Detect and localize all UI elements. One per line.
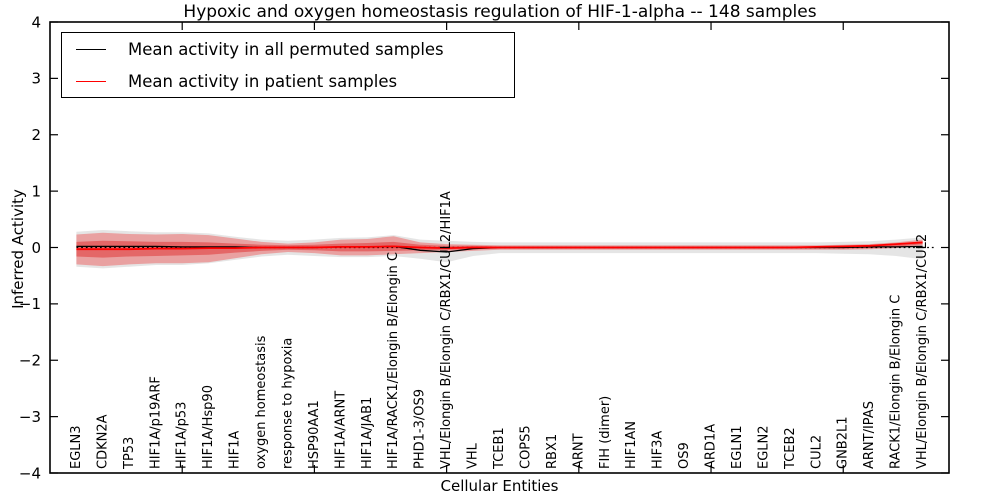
permuted-spread-band [76,230,923,269]
y-tick-label: −4 [19,464,41,482]
legend-item-permuted: Mean activity in all permuted samples [62,34,514,64]
category-label: GNB2L1 [836,416,851,469]
category-label: RBX1 [545,434,560,469]
category-label: OS9 [677,442,692,469]
legend-item-patient: Mean activity in patient samples [62,66,514,96]
chart-title: Hypoxic and oxygen homeostasis regulatio… [183,2,817,22]
category-label: HIF1A [228,431,243,469]
category-label: TP53 [122,437,137,470]
category-label: ARD1A [704,424,719,469]
category-label: HIF1AN [624,421,639,469]
axis-ticks [50,21,949,474]
category-label: CDKN2A [95,414,110,469]
y-tick-label: −1 [19,295,41,313]
category-label: VHL/Elongin B/Elongin C/RBX1/CUL2/HIF1A [439,191,454,469]
category-label: HIF1A/p19ARF [148,376,163,469]
legend-label: Mean activity in all permuted samples [128,39,444,59]
category-label: HIF3A [651,431,666,469]
category-label: RACK1/Elongin B/Elongin C [889,295,904,469]
y-tick-labels: 4 3 2 1 0 −1 −2 −3 −4 [19,13,41,482]
y-tick-label: 4 [31,13,41,31]
category-label: HIF1A/JAB1 [360,397,375,469]
category-label: VHL [466,442,481,469]
category-label: PHD1-3/OS9 [413,389,428,469]
series-line [76,241,923,251]
bands [76,230,923,269]
y-tick-label: 3 [31,70,41,88]
category-label: oxygen homeostasis [254,335,269,469]
legend-line-sample-red [76,80,106,82]
y-tick-label: 2 [31,126,41,144]
y-tick-label: −3 [19,408,41,426]
category-label: HSP90AA1 [307,400,322,469]
category-label: TCEB1 [492,427,507,470]
y-tick-label: 1 [31,182,41,200]
series-lines [76,241,923,253]
patient-outer-band [76,232,923,267]
category-label: VHL/Elongin B/Elongin C/RBX1/CUL2 [915,234,930,469]
category-label: FIH (dimer) [598,396,613,469]
category-label: COPS5 [518,425,533,469]
category-label: EGLN1 [730,425,745,469]
category-label: CUL2 [809,435,824,469]
category-label: HIF1A/p53 [175,402,190,469]
category-labels: EGLN3 CDKN2A TP53 HIF1A/p19ARF HIF1A/p53 HIF1… [69,191,930,470]
category-label: ARNT/IPAS [862,401,877,469]
category-label: response to hypoxia [281,338,296,469]
legend: Mean activity in all permuted samples Me… [61,32,515,98]
x-axis-label: Cellular Entities [440,477,559,495]
category-label: EGLN2 [756,425,771,469]
y-tick-label: −2 [19,352,41,370]
category-label: HIF1A/RACK1/Elongin B/Elongin C [386,252,401,469]
category-label: HIF1A/Hsp90 [201,385,216,469]
y-tick-label: 0 [31,239,41,257]
category-label: HIF1A/ARNT [333,391,348,469]
category-label: EGLN3 [69,425,84,469]
legend-line-sample-black [76,48,106,50]
legend-label: Mean activity in patient samples [128,71,398,91]
category-label: TCEB2 [783,427,798,470]
patient-inner-band [76,240,923,258]
category-label: ARNT [571,433,586,469]
